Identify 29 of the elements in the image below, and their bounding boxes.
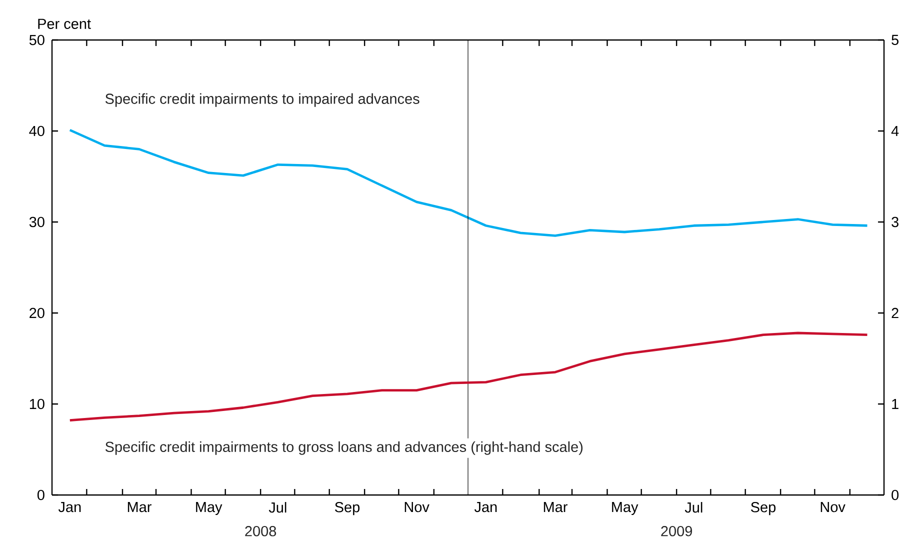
- x-tick-label: Jan: [474, 502, 497, 512]
- y-axis-title: Per cent: [38, 18, 91, 29]
- y2-tick-label: 4: [891, 126, 899, 136]
- x-tick-label: May: [612, 502, 638, 516]
- text: 2008: [245, 526, 276, 536]
- x-tick-label: Mar: [544, 502, 568, 512]
- text: 2009: [661, 526, 692, 536]
- y2-tick-label: 1: [892, 399, 898, 409]
- x-tick-label: May: [196, 502, 222, 516]
- y2-tick-label: 0: [892, 490, 899, 500]
- y-tick-label: 50: [29, 34, 44, 46]
- y2-tick-label: 5: [892, 34, 898, 46]
- y-tick-label: 10: [30, 398, 44, 410]
- x-tick-label: Sep: [334, 502, 360, 516]
- x-tick-label: Jan: [58, 502, 81, 512]
- x-tick-label: Jul: [268, 502, 286, 513]
- x-tick-label: Nov: [820, 502, 846, 512]
- y-tick-label: 20: [30, 308, 44, 318]
- x-tick-label: Sep: [750, 502, 776, 516]
- x-tick-label: Nov: [404, 502, 430, 512]
- y2-tick-label: 2: [892, 308, 898, 318]
- x-tick-label: Mar: [128, 502, 152, 512]
- text: Specific credit impairments to impaired advances: [105, 93, 420, 107]
- y-tick-label: 30: [29, 216, 44, 228]
- y2-tick-label: 3: [892, 216, 898, 228]
- series-label: Specific credit impairments to gross loans and advances (right-hand scale): [105, 441, 583, 455]
- x-tick-label: Jul: [684, 502, 702, 513]
- y-tick-label: 40: [29, 126, 44, 136]
- y-tick-label: 0: [37, 490, 44, 500]
